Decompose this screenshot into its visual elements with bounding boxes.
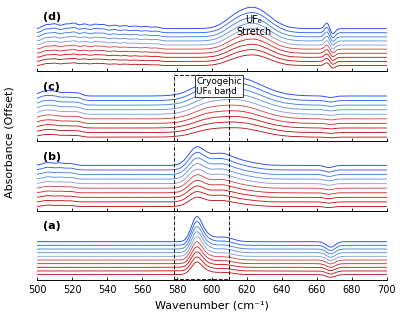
Text: (b): (b) (43, 152, 61, 162)
Text: (a): (a) (43, 221, 60, 232)
Text: UF₆
Stretch: UF₆ Stretch (236, 15, 272, 37)
Text: Absorbance (Offset): Absorbance (Offset) (4, 86, 14, 198)
Text: (d): (d) (43, 12, 61, 22)
Text: (c): (c) (43, 82, 60, 92)
Text: Cryogenic
UF₆ band: Cryogenic UF₆ band (196, 77, 242, 96)
X-axis label: Wavenumber (cm⁻¹): Wavenumber (cm⁻¹) (155, 301, 269, 311)
